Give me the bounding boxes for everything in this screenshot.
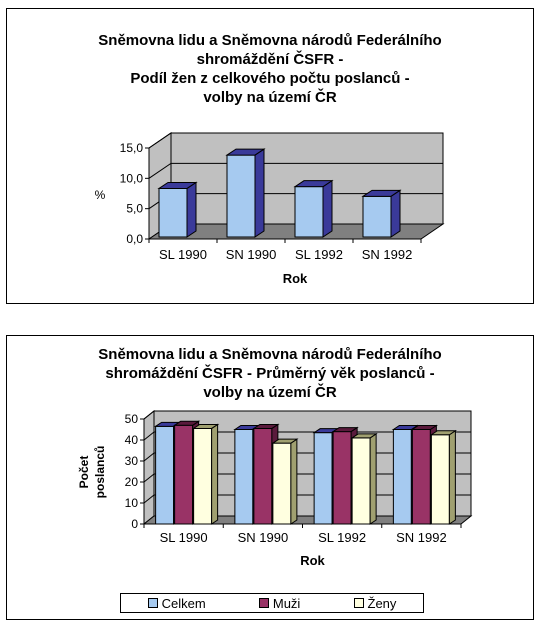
y-tick-label: 40 bbox=[125, 433, 139, 447]
bar-top bbox=[429, 430, 458, 436]
y-tick-label: 20 bbox=[125, 475, 139, 489]
gridline bbox=[148, 162, 443, 179]
gridline bbox=[143, 431, 471, 441]
bar-top bbox=[410, 425, 439, 430]
y-axis-label: % bbox=[95, 188, 106, 202]
legend-item: Muži bbox=[258, 595, 301, 611]
chart-side-wall bbox=[143, 409, 155, 526]
bar-top bbox=[252, 423, 280, 429]
gridline bbox=[148, 132, 443, 149]
legend-label: Muži bbox=[272, 595, 301, 611]
bar-side bbox=[390, 189, 401, 238]
legend-label: Ženy bbox=[367, 595, 397, 611]
x-tick-label: SN 1990 bbox=[238, 530, 289, 545]
x-tick-label: SN 1992 bbox=[396, 530, 447, 545]
gridline bbox=[143, 410, 471, 420]
legend-swatch bbox=[258, 598, 269, 608]
y-tick-label: 15,0 bbox=[120, 141, 144, 155]
y-axis-label: poslanců bbox=[93, 446, 107, 499]
chart-title: Sněmovna lidu a Sněmovna národů Federáln… bbox=[7, 31, 533, 107]
bar-front bbox=[155, 425, 175, 525]
bar-front bbox=[272, 442, 292, 525]
bar-front bbox=[226, 154, 256, 238]
bar-front bbox=[234, 429, 254, 525]
x-tick-label: SL 1990 bbox=[160, 530, 208, 545]
y-tick-label: 5,0 bbox=[126, 202, 143, 216]
x-axis-label: Rok bbox=[300, 553, 325, 568]
bar-top bbox=[331, 427, 359, 433]
bar-front bbox=[411, 429, 431, 525]
y-tick-label: 10,0 bbox=[120, 171, 144, 185]
bar-top bbox=[350, 433, 378, 439]
bar-top bbox=[225, 148, 266, 156]
y-axis-label: Počet bbox=[77, 456, 91, 489]
average-age-chart: 0 10 20 30 40 50 SL 1990 SN 1990 SL 1992 SN 1992 R… bbox=[77, 409, 473, 568]
chart-title-line: volby na území ČR bbox=[203, 384, 337, 401]
chart-title-line: volby na území ČR bbox=[203, 89, 337, 106]
x-axis-label: Rok bbox=[283, 271, 308, 286]
legend-item: Ženy bbox=[353, 595, 397, 611]
chart-title-line: Podíl žen z celkového počtu poslanců - bbox=[130, 70, 410, 87]
bar-front bbox=[332, 431, 352, 525]
bar-top bbox=[157, 181, 198, 189]
bar-front bbox=[158, 187, 188, 238]
bar-side bbox=[186, 181, 197, 238]
chart-legend: Celkem Muži Ženy bbox=[120, 593, 424, 613]
y-tick-label: 0 bbox=[131, 517, 138, 531]
bar-top bbox=[361, 189, 402, 197]
chart-title-line: shromáždění ČSFR - Průměrný věk poslanců… bbox=[105, 365, 435, 382]
bar-front bbox=[253, 427, 273, 525]
bar-side bbox=[211, 423, 219, 525]
x-tick-label: SL 1990 bbox=[159, 247, 207, 262]
chart-panel-women-share: Sněmovna lidu a Sněmovna národů Federáln… bbox=[6, 8, 534, 304]
legend-label: Celkem bbox=[161, 595, 206, 611]
bar-front bbox=[313, 432, 333, 525]
bar-top bbox=[391, 425, 420, 430]
y-tick-label: 30 bbox=[125, 454, 139, 468]
chart-title-line: Sněmovna lidu a Sněmovna národů Federáln… bbox=[98, 346, 442, 363]
bar-side bbox=[290, 438, 298, 525]
women-share-chart: 0,0 5,0 10,0 15,0 SL 1990 SN 1990 SL 1992 SN 19… bbox=[95, 132, 445, 286]
bar-front bbox=[193, 427, 213, 525]
bar-top bbox=[172, 420, 201, 426]
x-tick-label: SL 1992 bbox=[318, 530, 366, 545]
bar-front bbox=[430, 434, 450, 525]
y-tick-label: 10 bbox=[125, 496, 139, 510]
bar-top bbox=[271, 438, 299, 444]
chart-panel-average-age: Sněmovna lidu a Sněmovna národů Federáln… bbox=[6, 335, 534, 620]
bar-side bbox=[322, 179, 333, 238]
bar-front bbox=[392, 429, 412, 525]
x-tick-label: SN 1992 bbox=[362, 247, 413, 262]
legend-swatch bbox=[147, 598, 158, 608]
y-tick-label: 0,0 bbox=[126, 232, 143, 246]
y-tick-label: 50 bbox=[125, 412, 139, 426]
bar-side bbox=[254, 148, 265, 238]
chart-title: Sněmovna lidu a Sněmovna národů Federáln… bbox=[7, 345, 533, 402]
chart-title-line: Sněmovna lidu a Sněmovna národů Federáln… bbox=[98, 32, 442, 49]
bar-front bbox=[351, 437, 371, 525]
bar-top bbox=[293, 180, 334, 188]
bar-side bbox=[369, 432, 377, 525]
bar-top bbox=[191, 423, 220, 429]
x-tick-label: SN 1990 bbox=[226, 247, 277, 262]
bar-front bbox=[174, 424, 194, 525]
legend-swatch bbox=[353, 598, 364, 608]
bar-side bbox=[448, 429, 456, 525]
x-tick-label: SL 1992 bbox=[295, 247, 343, 262]
chart-title-line: shromáždění ČSFR - bbox=[196, 51, 344, 68]
bar-front bbox=[294, 186, 324, 238]
bar-front bbox=[362, 195, 392, 238]
legend-item: Celkem bbox=[147, 595, 206, 611]
